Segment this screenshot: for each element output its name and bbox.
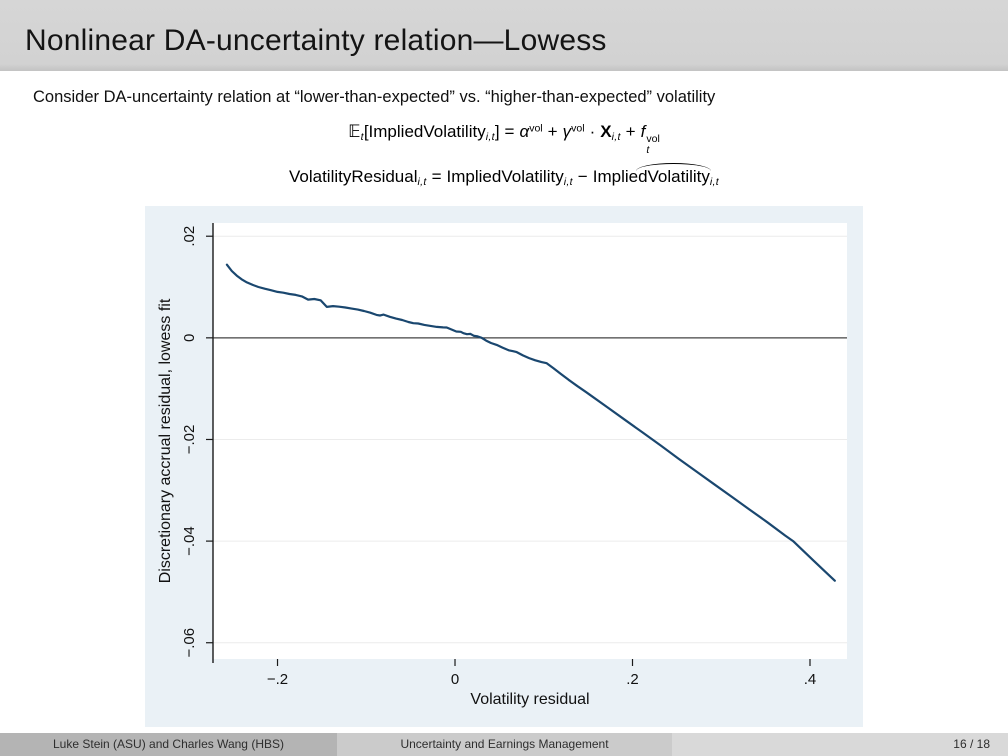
y-tick-label-3: −.04 bbox=[181, 526, 198, 556]
implied-volatility-fitted-term-with-hat: ImpliedVolatility bbox=[592, 163, 712, 187]
x-tick-label-1: 0 bbox=[451, 671, 459, 688]
minus-sign: − bbox=[577, 167, 588, 186]
volatility-residual-term: VolatilityResidual bbox=[288, 167, 418, 186]
gamma-superscript: vol bbox=[571, 122, 585, 135]
footer-page-number: 16 / 18 bbox=[672, 733, 1008, 756]
footer-paper-title: Uncertainty and Earnings Management bbox=[337, 733, 672, 756]
formula-volatility-residual: VolatilityResiduali,t = ImpliedVolatilityi… bbox=[0, 163, 1008, 189]
alpha-symbol: α bbox=[519, 122, 530, 141]
implied-volatility-actual-term: ImpliedVolatility bbox=[446, 167, 564, 186]
plus-sign-2: + bbox=[625, 122, 636, 141]
x-tick-label-2: .2 bbox=[626, 671, 639, 688]
dot-operator: · bbox=[589, 122, 596, 141]
plot-area bbox=[213, 223, 847, 659]
x-tick-label-0: −.2 bbox=[267, 671, 288, 688]
intro-text: Consider DA-uncertainty relation at “low… bbox=[33, 88, 716, 106]
alpha-superscript: vol bbox=[529, 122, 543, 135]
x-tick-label-3: .4 bbox=[804, 671, 817, 688]
y-tick-label-0: .02 bbox=[181, 226, 198, 247]
y-axis-title: Discretionary accrual residual, lowess f… bbox=[157, 298, 174, 583]
implied-volatility-term: ImpliedVolatility bbox=[368, 122, 486, 141]
implied-volatility-actual-subscript: i,t bbox=[563, 176, 573, 189]
equals-sign-2: = bbox=[431, 167, 442, 186]
f-term: f bbox=[640, 122, 646, 141]
footer-authors: Luke Stein (ASU) and Charles Wang (HBS) bbox=[0, 733, 337, 756]
plus-sign-1: + bbox=[547, 122, 558, 141]
right-bracket: ] bbox=[494, 122, 500, 141]
implied-volatility-fitted-term: ImpliedVolatility bbox=[592, 167, 710, 186]
y-tick-label-1: 0 bbox=[181, 334, 198, 342]
X-subscript: i,t bbox=[611, 131, 621, 144]
lowess-chart: .02 0 −.02 −.04 −.06 −.2 0 .2 .4 Volatility resid… bbox=[145, 206, 863, 727]
X-term: X bbox=[600, 122, 612, 141]
lowess-chart-svg: .02 0 −.02 −.04 −.06 −.2 0 .2 .4 Volatility resid… bbox=[145, 206, 863, 727]
left-bracket: [ bbox=[363, 122, 369, 141]
footer-bar: Luke Stein (ASU) and Charles Wang (HBS) … bbox=[0, 733, 1008, 756]
gamma-symbol: γ bbox=[562, 122, 572, 141]
f-subscript: t bbox=[646, 143, 650, 156]
E-subscript: t bbox=[360, 131, 364, 144]
f-superscript: vol bbox=[646, 132, 660, 145]
implied-volatility-fitted-subscript: i,t bbox=[709, 176, 719, 189]
lowess-curve bbox=[225, 263, 836, 582]
implied-volatility-subscript: i,t bbox=[485, 131, 495, 144]
slide-title: Nonlinear DA-uncertainty relation—Lowess bbox=[25, 24, 607, 57]
slide-title-bar: Nonlinear DA-uncertainty relation—Lowess bbox=[0, 0, 1008, 71]
formula-expected-volatility: 𝔼t[ImpliedVolatilityi,t] = αvol + γvol · Xi,t +… bbox=[0, 122, 1008, 156]
blackboard-E: 𝔼 bbox=[348, 122, 361, 142]
y-tick-label-4: −.06 bbox=[181, 628, 198, 658]
y-tick-label-2: −.02 bbox=[181, 425, 198, 455]
equals-sign: = bbox=[504, 122, 515, 141]
volatility-residual-subscript: i,t bbox=[417, 176, 427, 189]
x-axis-title: Volatility residual bbox=[470, 691, 589, 708]
f-sup-sub: vol t bbox=[646, 132, 660, 156]
